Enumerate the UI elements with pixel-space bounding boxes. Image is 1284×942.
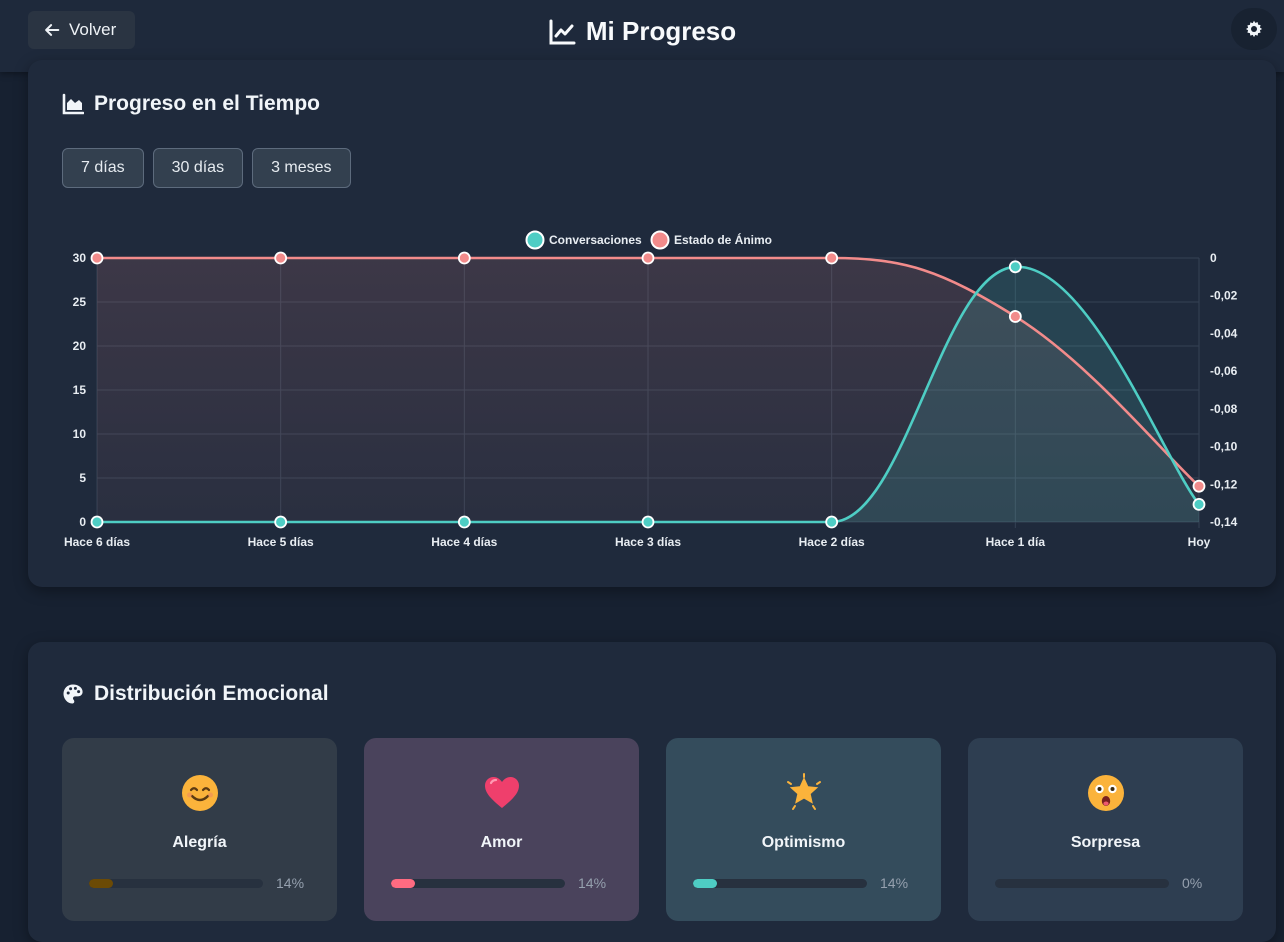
area-chart-icon <box>62 93 84 115</box>
emotion-percent: 14% <box>276 875 305 891</box>
x-tick-label: Hace 1 día <box>986 535 1046 549</box>
palette-icon <box>63 684 83 704</box>
range-selector: 7 días 30 días 3 meses <box>62 148 351 188</box>
y-right-tick-label: -0,06 <box>1210 364 1238 378</box>
range-7-days-button[interactable]: 7 días <box>62 148 144 188</box>
emotion-name: Optimismo <box>761 834 846 851</box>
emotion-card-alegria: Alegría 14% <box>62 738 337 921</box>
y-right-tick-label: 0 <box>1210 251 1217 265</box>
mood-point <box>825 251 839 265</box>
emotion-title-text: Distribución Emocional <box>94 682 329 705</box>
emotion-progress-bar <box>995 879 1169 888</box>
progress-section-title: Progreso en el Tiempo <box>62 92 320 116</box>
emotion-progress-fill <box>391 879 416 888</box>
mood-point <box>457 251 471 265</box>
emotion-percent: 0% <box>1182 875 1203 891</box>
conversations-point <box>1008 260 1022 274</box>
emotion-percent: 14% <box>578 875 607 891</box>
conversations-line <box>97 265 1201 524</box>
conversations-point <box>1192 497 1206 511</box>
back-button[interactable]: Volver <box>28 11 135 49</box>
emotion-card-sorpresa: Sorpresa 0% <box>968 738 1243 921</box>
progress-title-text: Progreso en el Tiempo <box>94 92 321 115</box>
y-right-tick-label: -0,02 <box>1210 289 1238 303</box>
back-label: Volver <box>69 20 117 39</box>
conversations-point <box>641 515 655 529</box>
conversations-point <box>825 515 839 529</box>
page-title-text: Mi Progreso <box>585 16 737 46</box>
mood-point <box>1008 310 1022 323</box>
emotion-name: Sorpresa <box>1070 834 1141 851</box>
legend-label-conversations: Conversaciones <box>549 233 642 247</box>
legend-marker-conversations <box>525 230 545 250</box>
x-tick-label: Hoy <box>1188 535 1211 549</box>
range-30-days-button[interactable]: 30 días <box>152 148 244 188</box>
emotion-name: Amor <box>480 834 523 851</box>
arrow-left-icon <box>45 24 60 36</box>
emotion-progress-bar <box>693 879 867 888</box>
emotion-percent: 14% <box>880 875 909 891</box>
y-left-tick-label: 5 <box>79 471 86 485</box>
x-tick-label: Hace 3 días <box>615 535 681 549</box>
line-chart-icon <box>549 19 576 44</box>
smiling-face-icon <box>181 775 218 811</box>
settings-button[interactable] <box>1231 8 1277 50</box>
legend-marker-mood <box>650 230 670 250</box>
emotion-card: Distribución Emocional Alegría 14% <box>28 642 1276 942</box>
x-tick-label: Hace 2 días <box>799 535 865 549</box>
legend-label-mood: Estado de Ánimo <box>674 232 772 247</box>
y-right-tick-label: -0,14 <box>1210 515 1238 529</box>
emotion-progress-bar <box>391 879 565 888</box>
progress-chart: 30 25 20 15 10 5 0 0 -0,02 -0,04 -0,06 -0,08 -0,10 -0… <box>64 230 1238 549</box>
emotion-name: Alegría <box>172 834 227 851</box>
emotion-progress-bar <box>89 879 263 888</box>
emotion-section-title: Distribución Emocional <box>62 682 329 706</box>
page-title: Mi Progreso <box>0 16 1284 47</box>
x-tick-label: Hace 5 días <box>248 535 314 549</box>
conversations-point <box>274 515 288 529</box>
y-left-tick-label: 30 <box>73 251 87 265</box>
x-tick-label: Hace 4 días <box>431 535 497 549</box>
emotion-card-amor: Amor 14% <box>364 738 639 921</box>
conversations-point <box>90 515 104 529</box>
star-icon <box>786 773 821 810</box>
conversations-area <box>97 266 1199 522</box>
mood-point <box>274 251 288 265</box>
y-right-tick-label: -0,04 <box>1210 326 1238 340</box>
conversations-point <box>457 515 471 529</box>
range-3-months-button[interactable]: 3 meses <box>252 148 351 188</box>
emotion-grid: Alegría 14% Amor 14% Optimismo <box>62 738 1243 921</box>
mood-point <box>90 251 104 265</box>
emotion-progress-fill <box>89 879 114 888</box>
y-left-tick-label: 15 <box>73 383 87 397</box>
heart-icon <box>484 777 519 808</box>
y-left-tick-label: 25 <box>73 295 87 309</box>
y-left-tick-label: 20 <box>73 339 87 353</box>
emotion-card-optimismo: Optimismo 14% <box>666 738 941 921</box>
progress-card: Progreso en el Tiempo 7 días 30 días 3 m… <box>28 60 1276 587</box>
y-left-tick-label: 10 <box>73 427 87 441</box>
gear-icon <box>1245 20 1263 38</box>
y-right-tick-label: -0,10 <box>1210 440 1238 454</box>
y-right-tick-label: -0,08 <box>1210 402 1238 416</box>
mood-point <box>1192 479 1206 493</box>
y-right-tick-label: -0,12 <box>1210 477 1238 491</box>
y-left-tick-label: 0 <box>79 515 86 529</box>
emotion-progress-fill <box>693 879 718 888</box>
mood-area <box>97 258 1199 522</box>
mood-point <box>641 251 655 265</box>
x-tick-label: Hace 6 días <box>64 535 130 549</box>
surprised-face-icon <box>1087 775 1124 811</box>
